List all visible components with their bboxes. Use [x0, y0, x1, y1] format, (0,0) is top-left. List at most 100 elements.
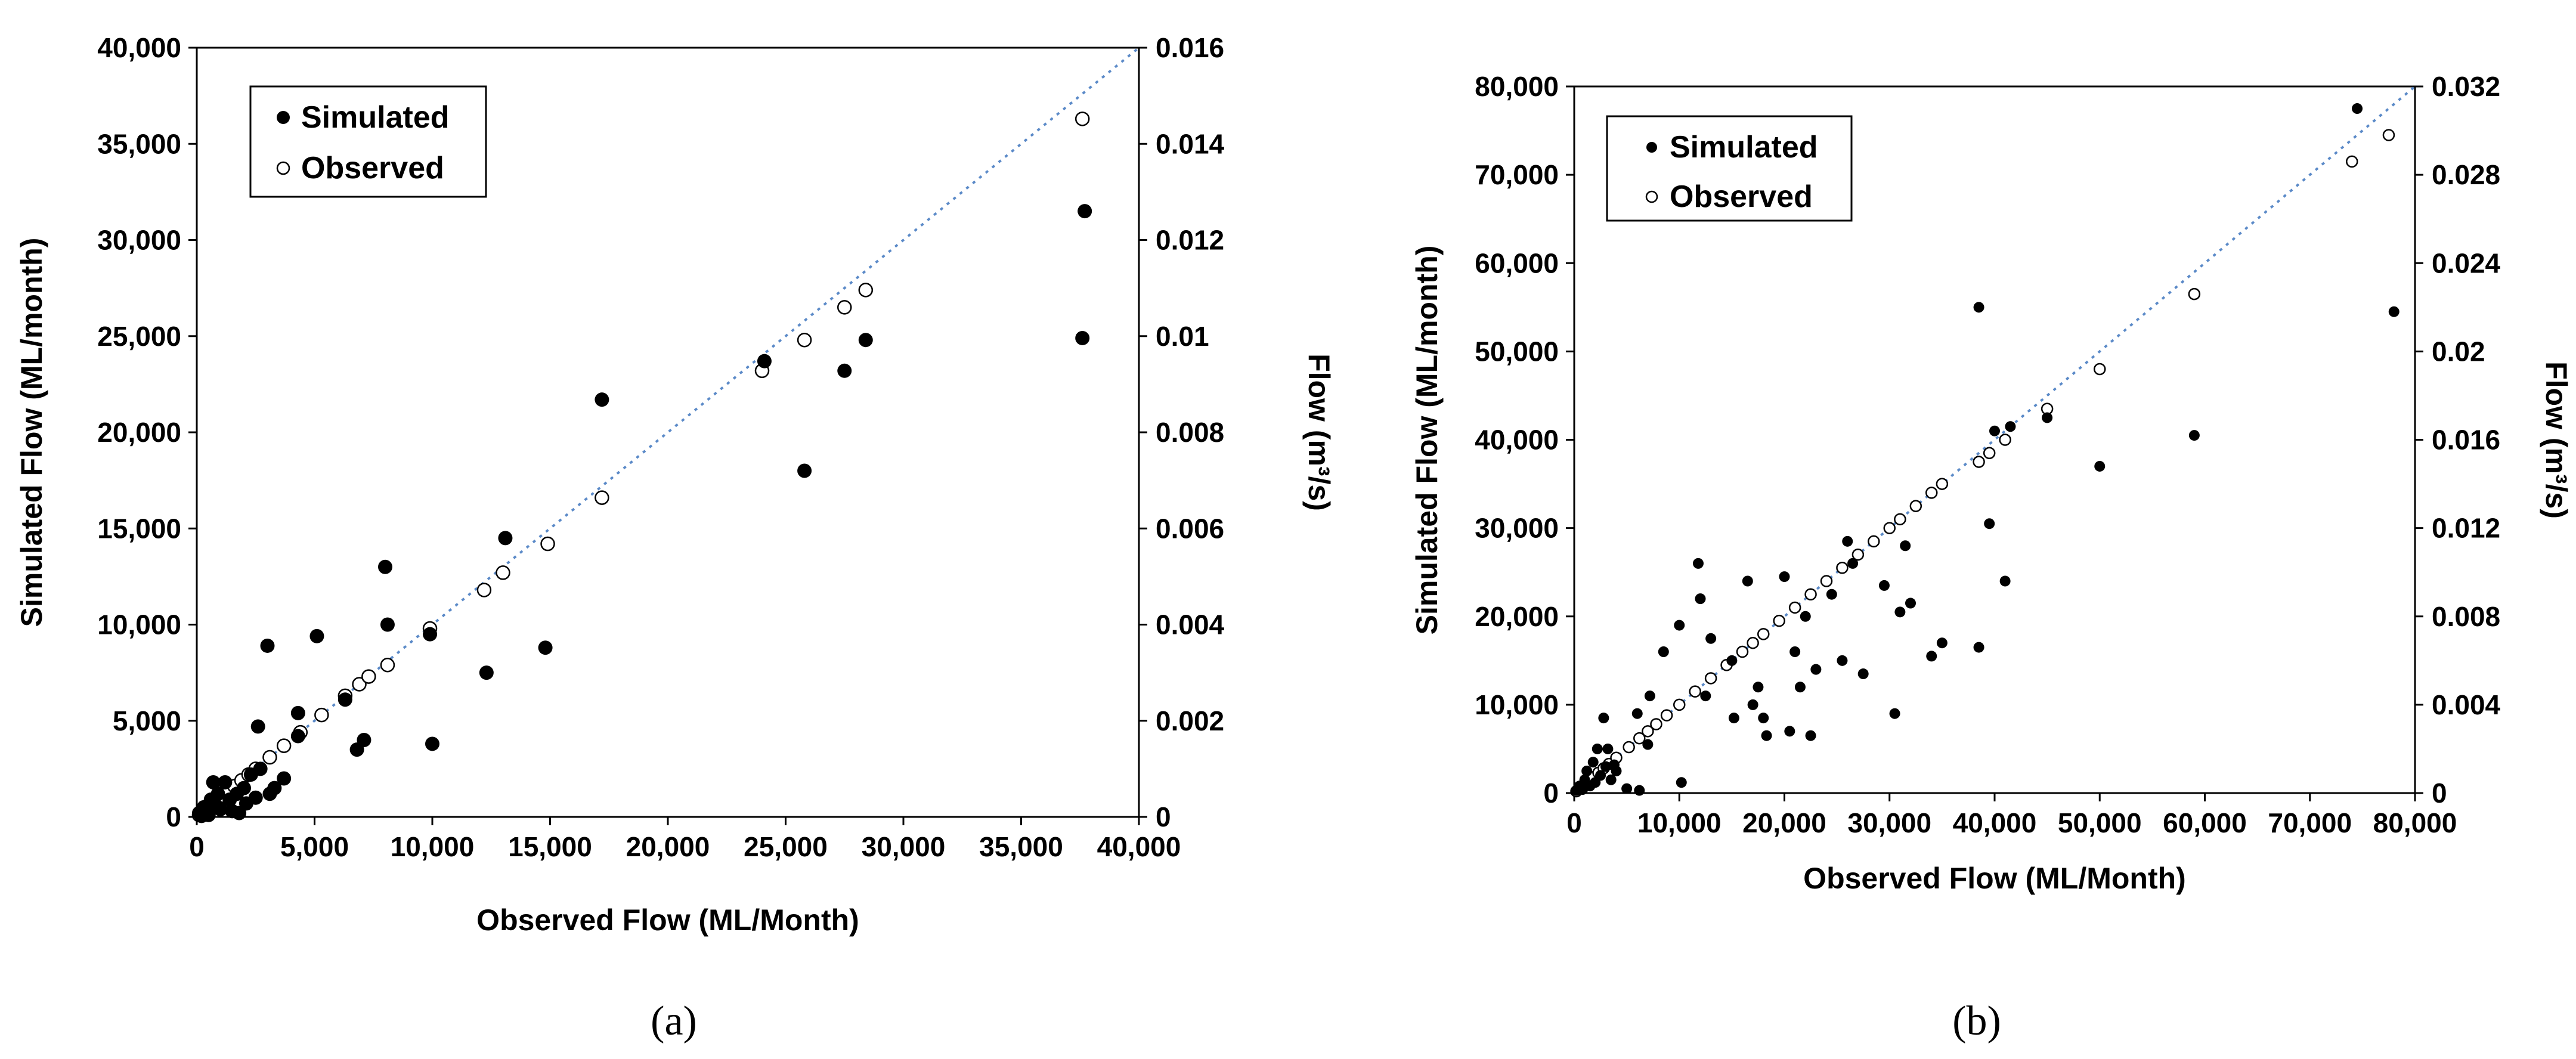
simulated-point: [277, 771, 292, 786]
simulated-series: [1571, 103, 2399, 796]
observed-point: [1868, 535, 1880, 548]
y-tick-label: 0: [1543, 778, 1559, 809]
simulated-point: [1742, 575, 1753, 587]
y-tick-label: 50,000: [1475, 336, 1559, 367]
simulated-point: [380, 617, 395, 632]
simulated-point: [1926, 651, 1937, 662]
observed-point: [797, 332, 812, 348]
observed-point: [1983, 447, 1996, 459]
simulated-point: [425, 736, 439, 751]
y-axis-label: Simulated Flow (ML/month): [1410, 246, 1444, 635]
y2-tick-label: 0: [1156, 801, 1171, 832]
simulated-point: [1800, 611, 1811, 622]
y2-tick-label: 0: [2432, 778, 2447, 809]
simulated-point: [213, 802, 228, 817]
y-tick-label: 40,000: [1475, 425, 1559, 456]
simulated-point: [1728, 713, 1739, 724]
simulated-point: [338, 692, 352, 707]
simulated-point: [250, 719, 265, 734]
legend: Simulated Observed: [1606, 115, 1853, 222]
simulated-point: [757, 354, 772, 369]
observed-point: [1642, 725, 1654, 738]
y2-axis-label: Flow (m³/s): [2540, 361, 2573, 519]
legend-simulated-label: Simulated: [1670, 130, 1818, 165]
simulated-series: [191, 204, 1092, 823]
y2-tick-label: 0.032: [2432, 71, 2500, 102]
simulated-point: [1747, 699, 1758, 710]
simulated-point: [260, 638, 275, 653]
simulated-point: [595, 392, 609, 407]
simulated-point: [1805, 730, 1816, 741]
legend-box: [1606, 115, 1853, 222]
x-tick-label: 70,000: [2268, 807, 2352, 838]
observed-point: [1925, 487, 1938, 499]
y-tick-label: 20,000: [97, 417, 181, 448]
observed-point: [496, 565, 510, 580]
simulated-point: [1078, 204, 1092, 219]
simulated-point: [1999, 575, 2011, 587]
simulated-point: [1889, 708, 1900, 719]
y2-axis-label: Flow (m³/s): [1302, 354, 1336, 511]
simulated-point: [2388, 306, 2399, 317]
simulated-point: [1631, 708, 1643, 719]
observed-point: [352, 677, 367, 692]
simulated-point: [1761, 730, 1772, 741]
y-tick-label: 20,000: [1475, 601, 1559, 632]
y2-tick-label: 0.02: [2432, 336, 2485, 367]
x-tick-label: 80,000: [2373, 807, 2457, 838]
simulated-point: [1600, 761, 1611, 772]
legend-observed-marker: [276, 161, 290, 175]
y2-tick-label: 0.028: [2432, 159, 2500, 190]
simulated-point: [1075, 330, 1090, 345]
x-tick-label: 20,000: [626, 831, 710, 862]
observed-point: [2188, 287, 2201, 301]
observed-point: [1894, 513, 1906, 526]
y-tick-label: 5,000: [113, 705, 181, 736]
simulated-point: [2005, 421, 2016, 432]
legend-box: [249, 85, 487, 198]
caption-a: (a): [651, 998, 697, 1044]
observed-point: [262, 750, 277, 765]
simulated-point: [1676, 777, 1687, 788]
observed-point: [1936, 478, 1949, 490]
simulated-point: [1658, 646, 1669, 657]
simulated-point: [1598, 713, 1609, 724]
observed-point: [314, 707, 329, 723]
x-tick-label: 30,000: [1847, 807, 1931, 838]
y-tick-label: 10,000: [1475, 689, 1559, 720]
observed-point: [276, 738, 292, 753]
simulated-point: [1989, 425, 2000, 436]
simulated-point: [498, 531, 513, 546]
simulated-point: [357, 733, 371, 747]
y-tick-labels: 0 10,000 20,000 30,000 40,000 50,000 60,000 70,…: [1475, 71, 1559, 809]
simulated-point: [1700, 690, 1711, 702]
simulated-point: [1794, 682, 1806, 693]
y-tick-labels: 0 5,000 10,000 15,000 20,000 25,000 30,000 35,0…: [97, 32, 181, 832]
y-axis-label: Simulated Flow (ML/month): [15, 238, 48, 627]
x-tick-label: 40,000: [1097, 831, 1181, 862]
y2-tick-label: 0.012: [2432, 513, 2500, 544]
observed-series: [1570, 129, 2395, 798]
simulated-point: [1905, 597, 1916, 609]
observed-point: [2382, 129, 2395, 141]
simulated-point: [2352, 103, 2363, 114]
y2-tick-label: 0.004: [1156, 609, 1225, 640]
simulated-point: [1810, 664, 1822, 675]
simulated-point: [1605, 774, 1617, 785]
y-tick-label: 30,000: [1475, 513, 1559, 544]
observed-point: [1075, 112, 1090, 126]
observed-point: [1773, 614, 1785, 627]
observed-point: [1999, 433, 2011, 446]
simulated-point: [1789, 646, 1801, 657]
simulated-point: [1592, 743, 1603, 754]
simulated-point: [797, 463, 812, 478]
simulated-point: [1837, 655, 1848, 666]
legend-simulated-marker: [1646, 142, 1657, 153]
legend-simulated-marker: [277, 111, 290, 124]
observed-point: [380, 657, 395, 673]
observed-point: [1883, 522, 1896, 534]
simulated-point: [1595, 770, 1606, 781]
observed-point: [1909, 500, 1922, 512]
x-tick-label: 10,000: [1637, 807, 1722, 838]
observed-point: [1689, 685, 1701, 698]
